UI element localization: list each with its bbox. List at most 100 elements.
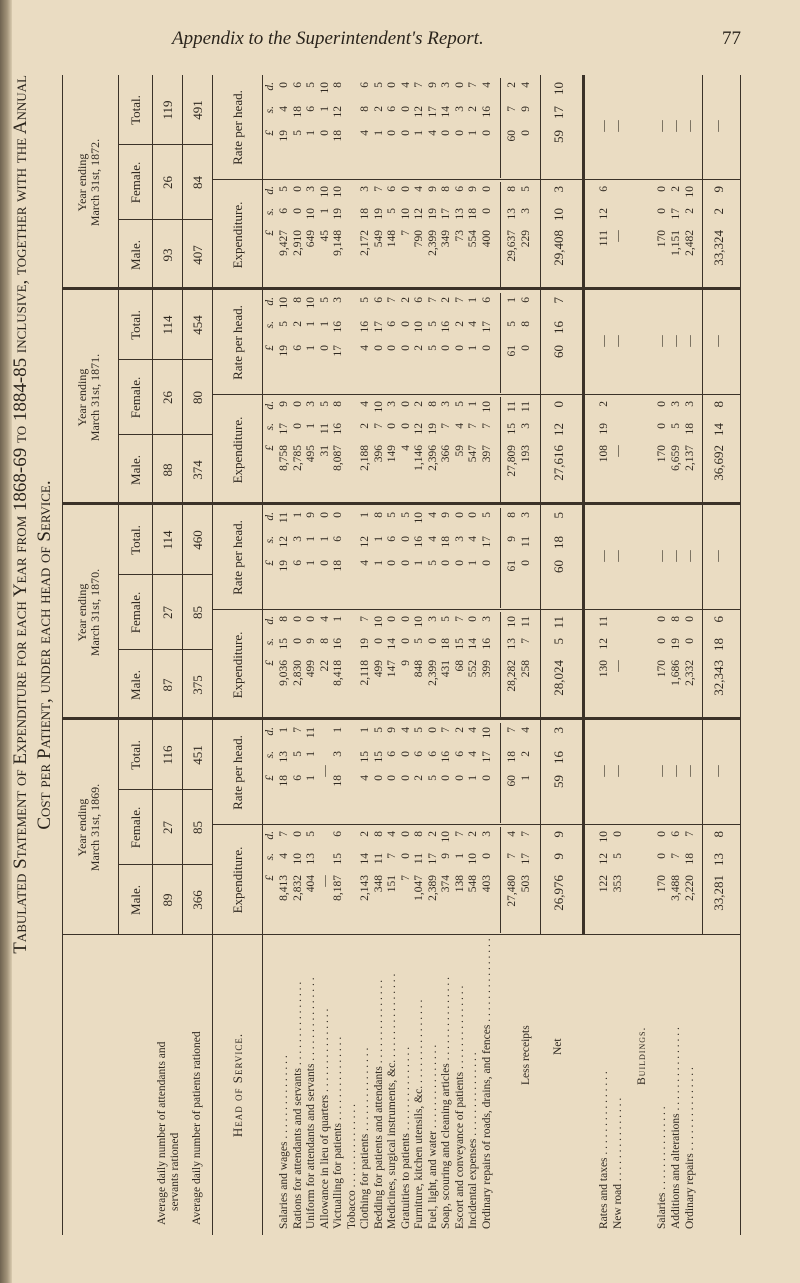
shillings-value: 6 xyxy=(386,751,398,757)
rate-value: 0 14 3 xyxy=(440,82,453,170)
pence-value: 0 xyxy=(551,401,566,408)
service-item-label: Fuel, light, and water xyxy=(427,939,440,1229)
pounds-value: 27,616 xyxy=(551,445,566,481)
rate-dash: — xyxy=(684,512,697,600)
pence-value: 5 xyxy=(278,186,290,192)
pounds-value: 9,148 xyxy=(332,230,344,256)
pence-value: 8 xyxy=(332,82,344,88)
shillings-value: s. xyxy=(264,853,276,861)
rate-dash: — xyxy=(670,297,683,385)
pounds-value: £ xyxy=(264,345,276,351)
pounds-value: 374 xyxy=(440,875,452,893)
rule-line xyxy=(118,574,212,575)
pence-value: 7 xyxy=(467,82,479,88)
pence-value: 2 xyxy=(359,831,371,837)
pounds-value: 8,758 xyxy=(278,445,290,471)
pence-value: 9 xyxy=(711,186,726,193)
shillings-value: 15 xyxy=(372,751,385,763)
pence-value: 3 xyxy=(426,616,439,622)
pence-value: 3 xyxy=(480,831,493,837)
expenditure-value: 8,418 16 1 xyxy=(332,616,345,716)
shillings-value: 12 xyxy=(598,853,610,865)
shillings-value: 14 xyxy=(440,106,452,118)
expenditure-value: 554 18 9 xyxy=(467,186,480,286)
shillings-value: 0 xyxy=(656,853,668,859)
year-heading-line: March 31st, 1870. xyxy=(88,568,102,657)
pounds-value: 1 xyxy=(467,130,479,136)
pence-value: 10 xyxy=(318,82,331,94)
pence-value: 8 xyxy=(372,512,385,518)
expenditure-total: 29,637 13 8 xyxy=(506,186,519,286)
pounds-value: 6 xyxy=(291,775,304,781)
dash-value: — xyxy=(684,550,696,562)
pounds-value: 400 xyxy=(480,230,493,248)
expenditure-less-receipts: 229 3 5 xyxy=(520,186,533,286)
pounds-value: 0 xyxy=(453,775,466,781)
dash-value: — xyxy=(656,120,668,132)
rate-value: 0 0 4 xyxy=(400,82,413,170)
expenditure-value: 45 1 10 xyxy=(319,186,332,286)
shillings-value: 12 xyxy=(278,536,290,548)
attendants-count: 89 xyxy=(160,893,175,907)
dash-value: — xyxy=(656,550,668,562)
patients-count: 85 xyxy=(190,606,205,619)
pounds-value: 32,343 xyxy=(711,660,726,696)
dash-value: — xyxy=(598,120,610,132)
expenditure-value: 549 19 7 xyxy=(373,186,386,286)
pounds-value: 1,686 xyxy=(670,660,682,686)
rate-net: 60 16 7 xyxy=(551,297,566,385)
pence-value: 10 xyxy=(318,186,331,198)
service-item-label: Tobacco xyxy=(346,939,359,1229)
buildings-expenditure: 6,659 5 3 xyxy=(670,401,683,501)
shillings-value: 13 xyxy=(506,208,518,220)
shillings-value: 1 xyxy=(318,106,331,112)
pounds-value: 0 xyxy=(440,775,452,781)
pounds-value: 2,399 xyxy=(426,230,439,256)
pounds-value: 60 xyxy=(551,345,566,358)
dash-value: — xyxy=(612,550,624,562)
shillings-value: 12 xyxy=(598,638,610,650)
rate-less-receipts: 0 11 3 xyxy=(520,512,533,600)
pounds-value: 0 xyxy=(480,345,493,351)
pounds-value: 1 xyxy=(305,775,317,781)
pounds-value: 9,036 xyxy=(278,660,290,686)
pence-value: 8 xyxy=(670,616,682,622)
rotated-table-page: Tabulated Statement of Expenditure for e… xyxy=(0,75,745,1235)
pence-value: 7 xyxy=(426,297,439,303)
pounds-value: 2 xyxy=(413,345,425,351)
shillings-value: 3 xyxy=(520,208,532,214)
rule-line xyxy=(118,219,212,220)
shillings-value: 12 xyxy=(413,423,425,435)
pounds-value: £ xyxy=(264,445,276,451)
buildings-item-label: Additions and alterations xyxy=(670,939,683,1229)
shillings-value: 0 xyxy=(399,321,412,327)
sex-column-heading: Female. xyxy=(128,376,143,419)
rate-value: 0 2 7 xyxy=(454,297,467,385)
pence-value: 0 xyxy=(291,401,304,407)
shillings-value: 2 xyxy=(467,106,479,112)
rate-dash: — xyxy=(598,727,611,815)
pence-value: 0 xyxy=(467,512,479,518)
pounds-value: 0 xyxy=(480,560,493,566)
pounds-value: 1 xyxy=(467,775,479,781)
pounds-value: 2,172 xyxy=(359,230,371,256)
pounds-value: 1 xyxy=(372,560,385,566)
dash-value: — xyxy=(670,550,682,562)
rate-value: 0 1 10 xyxy=(319,82,332,170)
new-road-expenditure: — xyxy=(612,616,625,716)
year-heading-line: March 31st, 1872. xyxy=(88,138,102,227)
dash-value: — xyxy=(318,765,331,777)
pence-value: 10 xyxy=(480,401,493,413)
service-item-label: Salaries and wages xyxy=(278,939,291,1230)
rate-value: 1 1 11 xyxy=(305,727,318,815)
attendants-count: 26 xyxy=(160,176,175,189)
pence-value: 7 xyxy=(453,297,466,303)
rate-less-receipts: 1 2 4 xyxy=(520,727,533,815)
expenditure-value: 2,396 19 8 xyxy=(427,401,440,501)
rule-line xyxy=(582,75,585,935)
shillings-value: 15 xyxy=(359,751,371,763)
new-road-label: New road xyxy=(612,939,625,1229)
rate-value: 0 18 9 xyxy=(440,512,453,600)
shillings-value: 18 xyxy=(551,536,566,549)
rate-per-head-heading: Rate per head. xyxy=(230,305,245,380)
